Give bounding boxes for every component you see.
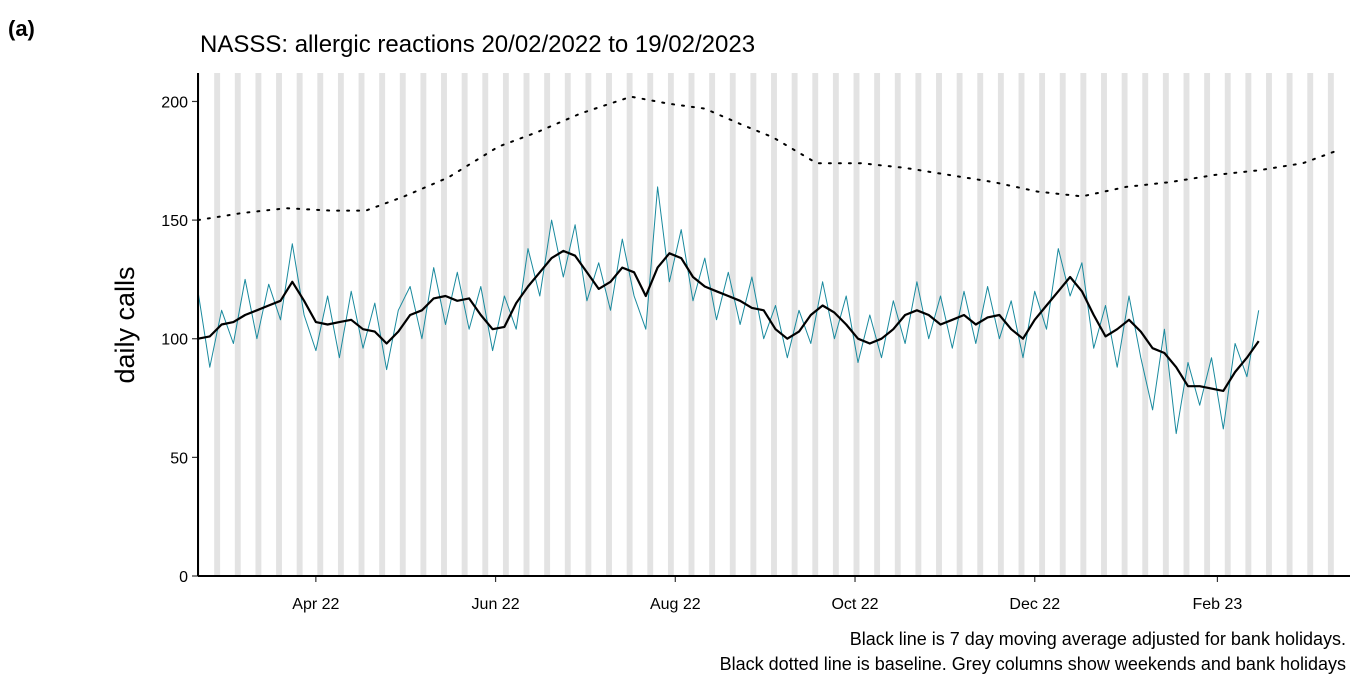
weekend-column	[420, 73, 427, 576]
series-line	[197, 249, 1260, 392]
weekend-column	[255, 73, 262, 576]
weekend-column	[771, 73, 777, 576]
weekend-column	[606, 73, 612, 576]
weekend-column	[874, 73, 881, 576]
weekend-column	[317, 73, 324, 576]
weekend-column	[1266, 73, 1272, 576]
weekend-column	[1080, 73, 1087, 576]
weekend-column	[750, 73, 757, 576]
weekend-column	[667, 73, 674, 576]
weekend-column	[1245, 73, 1252, 576]
weekend-column	[234, 73, 241, 576]
panel-label: (a)	[8, 16, 35, 41]
weekend-column	[729, 73, 736, 576]
weekend-column	[956, 73, 963, 576]
y-axis-label: daily calls	[110, 266, 140, 383]
weekend-column	[812, 73, 819, 576]
series-line	[197, 186, 1260, 435]
weekend-column	[1142, 73, 1149, 576]
weekend-column	[1039, 73, 1046, 576]
x-tick-label: Apr 22	[292, 596, 339, 613]
y-tick-label: 0	[179, 569, 188, 586]
weekend-column	[791, 73, 798, 576]
weekend-column	[626, 73, 633, 576]
y-tick-label: 100	[161, 332, 188, 349]
y-tick-label: 200	[161, 94, 188, 111]
weekend-column	[276, 73, 282, 576]
note: Black line is 7 day moving average adjus…	[850, 629, 1346, 649]
weekend-column	[1204, 73, 1211, 576]
weekend-column	[1307, 73, 1314, 576]
weekend-column	[482, 73, 489, 576]
y-tick-label: 50	[170, 450, 188, 467]
weekend-column	[1101, 73, 1107, 576]
x-tick-label: Jun 22	[472, 596, 520, 613]
weekend-column	[214, 73, 221, 576]
weekend-column	[1286, 73, 1293, 576]
weekend-column	[379, 73, 386, 576]
weekend-column	[358, 73, 365, 576]
weekend-column	[461, 73, 468, 576]
x-tick-label: Feb 23	[1193, 596, 1243, 613]
x-tick-label: Aug 22	[650, 596, 701, 613]
weekend-column	[441, 73, 447, 576]
weekend-column	[709, 73, 716, 576]
weekend-column	[1327, 73, 1334, 576]
weekend-column	[585, 73, 592, 576]
weekend-column	[1059, 73, 1066, 576]
series-line	[197, 95, 1337, 222]
weekend-column	[544, 73, 551, 576]
weekend-column	[296, 73, 303, 576]
weekend-column	[997, 73, 1004, 576]
weekend-column	[915, 73, 922, 576]
x-tick-label: Dec 22	[1009, 596, 1060, 613]
weekend-column	[564, 73, 571, 576]
weekend-column	[1162, 73, 1169, 576]
weekend-column	[523, 73, 530, 576]
y-tick-label: 150	[161, 213, 188, 230]
weekend-column	[688, 73, 695, 576]
weekend-column	[832, 73, 839, 576]
weekend-column	[1224, 73, 1231, 576]
x-tick-label: Oct 22	[831, 596, 878, 613]
weekend-column	[337, 73, 344, 576]
note: Black dotted line is baseline. Grey colu…	[720, 654, 1346, 674]
chart-title: NASSS: allergic reactions 20/02/2022 to …	[200, 31, 755, 58]
weekend-column	[853, 73, 860, 576]
weekend-column	[647, 73, 654, 576]
weekend-column	[1183, 73, 1190, 576]
weekend-column	[1018, 73, 1025, 576]
